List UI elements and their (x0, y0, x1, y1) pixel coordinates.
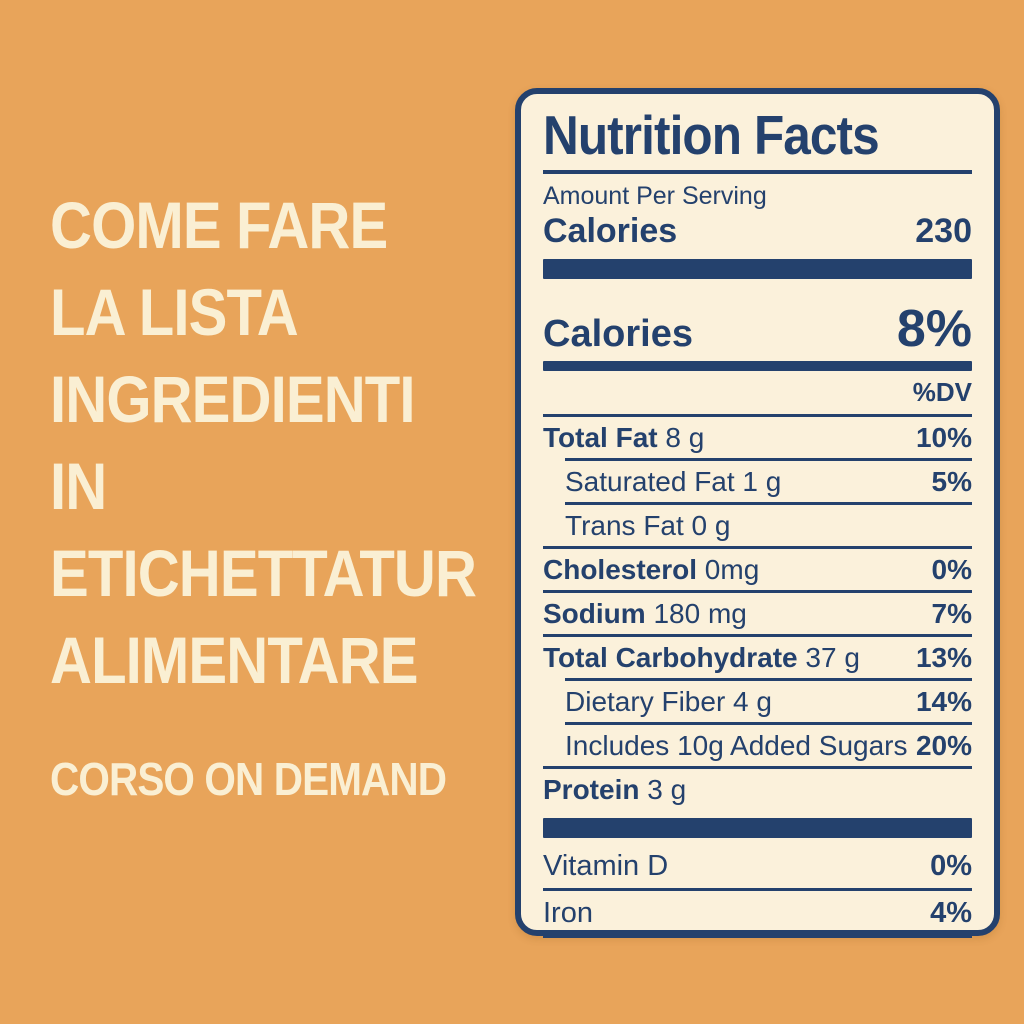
calories-dv-value: 8% (896, 300, 972, 358)
headline: COME FARE LA LISTA INGREDIENTI IN ETICHE… (50, 182, 534, 704)
course-subtitle: CORSO ON DEMAND (50, 753, 447, 805)
headline-line: ETICHETTATUR (50, 536, 477, 610)
nutrient-name: Includes 10g Added Sugars (565, 730, 908, 761)
vitamin-row: Vitamin D 0% (543, 844, 972, 891)
headline-line: COME FARE (50, 188, 388, 262)
dv-column-header: %DV (543, 371, 972, 417)
divider-thick-top (543, 259, 972, 279)
nutrient-name: Dietary Fiber 4 g (565, 686, 772, 717)
nutrient-dv: 13% (915, 642, 972, 673)
nutrient-name: Total Carbohydrate 37 g (543, 642, 860, 673)
vitamin-name: Vitamin D (543, 850, 669, 882)
headline-line: LA LISTA (50, 275, 299, 349)
nutrient-name: Cholesterol 0mg (543, 554, 760, 585)
nutrient-dv: 0% (931, 554, 972, 585)
divider-thick-bottom (543, 818, 972, 838)
nutrient-row: Saturated Fat 1 g 5% (565, 458, 972, 502)
vitamin-rows: Vitamin D 0% Iron 4% (543, 844, 972, 938)
nutrient-name: Trans Fat 0 g (565, 510, 731, 541)
nutrient-row: Includes 10g Added Sugars 20% (565, 722, 972, 766)
nutrient-row: Cholesterol 0mg 0% (543, 546, 972, 590)
nutrient-dv: 20% (915, 730, 972, 761)
calories-label: Calories (543, 212, 678, 250)
nutrient-row: Total Fat 8 g 10% (543, 417, 972, 458)
nutrient-dv: 14% (915, 686, 972, 717)
calories-dv-label: Calories (543, 313, 693, 355)
calories-dv-row: Calories 8% (543, 300, 972, 358)
calories-value: 230 (915, 212, 972, 250)
nutrient-row: Dietary Fiber 4 g 14% (565, 678, 972, 722)
nutrient-name: Sodium 180 mg (543, 598, 747, 629)
nutrient-dv: 5% (931, 466, 972, 497)
label-title: Nutrition Facts (543, 104, 880, 166)
nutrient-dv: 10% (915, 422, 972, 453)
nutrient-name: Total Fat 8 g (543, 422, 705, 453)
headline-line: ALIMENTARE (50, 623, 419, 697)
amount-per-serving: Amount Per Serving (543, 182, 767, 210)
nutrient-name: Saturated Fat 1 g (565, 466, 782, 497)
nutrition-facts-label: Nutrition Facts Amount Per Serving Calor… (515, 88, 1000, 938)
divider-medium (543, 361, 972, 371)
vitamin-name: Iron (543, 897, 593, 929)
nutrient-name: Protein 3 g (543, 774, 687, 805)
nutrient-rows: Total Fat 8 g 10% Saturated Fat 1 g 5% Trans… (543, 417, 972, 810)
nutrient-row: Protein 3 g (543, 766, 972, 810)
nutrient-row: Trans Fat 0 g (565, 502, 972, 546)
vitamin-row: Iron 4% (543, 891, 972, 938)
calories-row: Calories 230 (543, 212, 972, 250)
headline-line: INGREDIENTI (50, 362, 416, 436)
nutrient-dv: 7% (931, 598, 972, 629)
nutrient-row: Sodium 180 mg 7% (543, 590, 972, 634)
nutrient-row: Total Carbohydrate 37 g 13% (543, 634, 972, 678)
headline-line: IN (50, 449, 107, 523)
vitamin-dv: 4% (930, 897, 972, 929)
title-rule (543, 170, 972, 174)
vitamin-dv: 0% (930, 850, 972, 882)
